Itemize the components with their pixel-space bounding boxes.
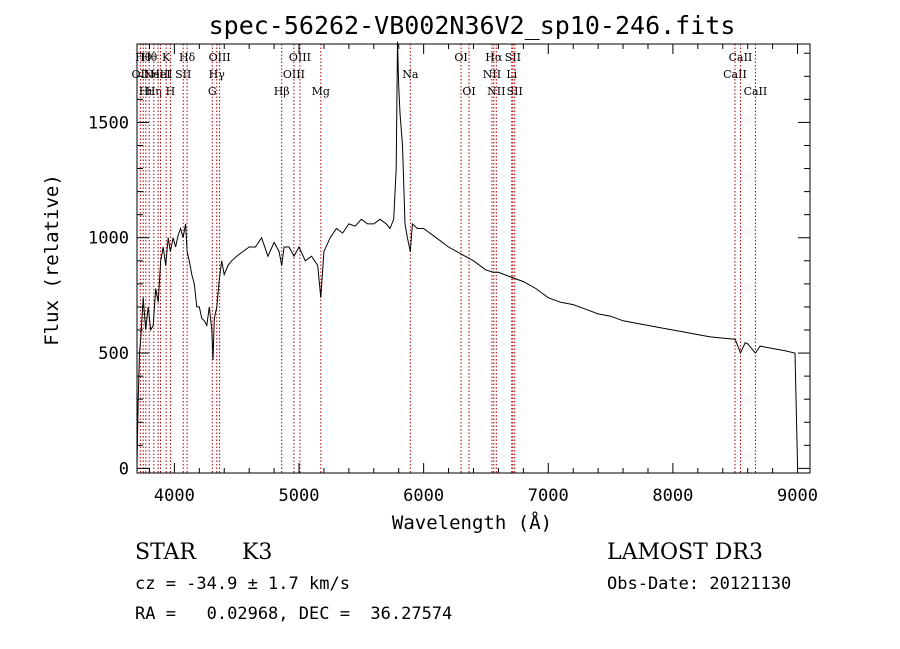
marker-label: OII [132,68,150,81]
object-subclass: K3 [242,540,273,565]
axis-ticks: 4000 5000 6000 7000 8000 9000 0 500 1000 1500 [88,44,818,506]
redshift-cz: cz = -34.9 ± 1.7 km/s [135,574,350,594]
marker-label: Hβ [274,85,290,98]
x-tick-label: 9000 [777,486,818,506]
marker-label: G [208,85,217,98]
survey-label: LAMOST DR3 [607,540,763,565]
marker-label: Hδ [179,51,196,64]
chart-title: spec-56262-VB002N36V2_sp10-246.fits [209,11,736,40]
marker-label: NeIII [143,68,172,81]
marker-label: Mg [312,85,330,98]
marker-label: SII [505,51,521,64]
marker-label: K [162,51,171,64]
x-tick-label: 7000 [528,486,569,506]
marker-label: Hγ [209,68,226,81]
object-class: STAR [135,540,196,565]
marker-label: CaII [729,51,753,64]
marker-label: Hη [146,85,162,98]
marker-label: OI [454,51,467,64]
marker-label: NII [483,68,501,81]
marker-label: Hα [485,51,503,64]
marker-label: Hθ [141,51,158,64]
marker-label: NII [487,85,505,98]
marker-label: CaII [744,85,768,98]
y-tick-label: 0 [119,459,129,479]
marker-label: HeI [150,68,170,81]
spectrum-line [136,41,798,467]
y-tick-label: 500 [98,344,129,364]
y-axis-label: Flux (relative) [41,174,63,346]
marker-label: OIII [209,51,231,64]
spectrum-series [136,41,798,467]
marker-label: Na [402,68,419,81]
marker-label: OIII [283,68,305,81]
marker-label: Li [506,68,517,81]
marker-label: SII [175,68,191,81]
x-tick-label: 5000 [279,486,320,506]
x-tick-label: 6000 [403,486,444,506]
y-tick-label: 1000 [88,229,129,249]
y-tick-label: 1500 [88,113,129,133]
x-tick-label: 8000 [652,486,693,506]
marker-label: Hθ [135,51,152,64]
marker-label: H [166,85,176,98]
x-axis-label: Wavelength (Å) [392,511,552,534]
sky-coordinates: RA = 0.02968, DEC = 36.27574 [135,604,453,624]
marker-label: Hι [139,85,153,98]
plot-frame [136,43,811,474]
marker-label: SII [507,85,523,98]
x-tick-label: 4000 [154,486,195,506]
observation-date: Obs-Date: 20121130 [607,574,792,594]
marker-label: OIII [289,51,311,64]
marker-label: CaII [723,68,747,81]
marker-label: OI [462,85,475,98]
